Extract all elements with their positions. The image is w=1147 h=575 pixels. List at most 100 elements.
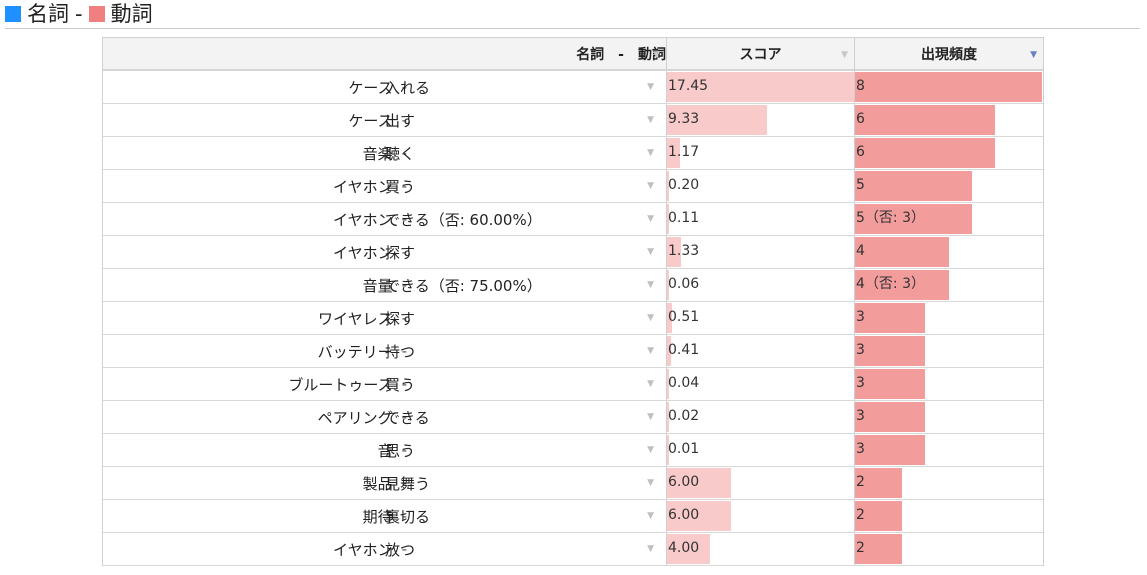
table-row[interactable]: ケース - 入れる ▼ 17.45 8	[103, 71, 1043, 104]
frequency-bar	[855, 204, 972, 234]
frequency-bar	[855, 105, 996, 135]
score-value: 6.00	[668, 474, 700, 490]
frequency-value: 5（否: 3）	[856, 210, 925, 226]
row-dropdown-icon[interactable]: ▼	[647, 280, 654, 290]
frequency-cell: 2	[855, 533, 1043, 565]
pair-phrase: 音楽 -	[363, 143, 666, 164]
pair-cell[interactable]: ケース - 入れる ▼	[103, 71, 667, 103]
table-row[interactable]: 音楽 - 聴く ▼ 1.17 6	[103, 137, 1043, 170]
row-dropdown-icon[interactable]: ▼	[647, 82, 654, 92]
column-header-pair[interactable]: 名詞 - 動詞 ▼	[103, 38, 667, 69]
pair-cell[interactable]: ブルートゥース - 買う ▼	[103, 368, 667, 400]
table-row[interactable]: ワイヤレス - 探す ▼ 0.51 3	[103, 302, 1043, 335]
pair-cell[interactable]: 音 - 思う ▼	[103, 434, 667, 466]
score-cell: 0.20	[667, 170, 855, 202]
score-cell: 0.02	[667, 401, 855, 433]
score-cell: 4.00	[667, 533, 855, 565]
table-row[interactable]: バッテリー - 持つ ▼ 0.41 3	[103, 335, 1043, 368]
table-row[interactable]: ペアリング - できる ▼ 0.02 3	[103, 401, 1043, 434]
pair-cell[interactable]: ケース - 出す ▼	[103, 104, 667, 136]
score-value: 17.45	[668, 78, 709, 94]
row-dropdown-icon[interactable]: ▼	[647, 115, 654, 125]
row-dropdown-icon[interactable]: ▼	[647, 313, 654, 323]
frequency-cell: 6	[855, 104, 1043, 136]
cooccurrence-table: 名詞 - 動詞 ▼ スコア ▼ 出現頻度 ▼ ケース - 入れる ▼ 17.45…	[102, 37, 1044, 566]
pair-cell[interactable]: 期待 - 裏切る ▼	[103, 500, 667, 532]
pair-cell[interactable]: ペアリング - できる ▼	[103, 401, 667, 433]
noun-text: 製品	[362, 474, 393, 493]
pair-separator: -	[401, 243, 407, 261]
pair-cell[interactable]: イヤホン - 買う ▼	[103, 170, 667, 202]
row-dropdown-icon[interactable]: ▼	[647, 544, 654, 554]
pair-phrase: イヤホン -	[333, 242, 666, 263]
row-dropdown-icon[interactable]: ▼	[647, 379, 654, 389]
pair-cell[interactable]: 音量 - できる（否: 75.00%） ▼	[103, 269, 667, 301]
pair-phrase: イヤホン -	[333, 539, 666, 560]
table-row[interactable]: イヤホン - 買う ▼ 0.20 5	[103, 170, 1043, 203]
noun-text: 音楽	[362, 144, 393, 163]
table-row[interactable]: イヤホン - できる（否: 60.00%） ▼ 0.11 5（否: 3）	[103, 203, 1043, 236]
verb-text: 探す	[385, 243, 416, 262]
noun-text: 音量	[362, 276, 393, 295]
noun-text: ブルートゥース	[288, 375, 393, 394]
pair-cell[interactable]: イヤホン - できる（否: 60.00%） ▼	[103, 203, 667, 235]
row-dropdown-icon[interactable]: ▼	[647, 445, 654, 455]
noun-text: バッテリー	[317, 342, 393, 361]
frequency-bar	[855, 72, 1042, 102]
table-row[interactable]: ブルートゥース - 買う ▼ 0.04 3	[103, 368, 1043, 401]
verb-text: 出す	[385, 111, 416, 130]
verb-text: できる（否: 75.00%）	[385, 276, 542, 295]
frequency-cell: 5	[855, 170, 1043, 202]
row-dropdown-icon[interactable]: ▼	[647, 181, 654, 191]
column-header-score-label: スコア	[739, 46, 782, 63]
pair-separator: -	[401, 78, 407, 96]
table-row[interactable]: 期待 - 裏切る ▼ 6.00 2	[103, 500, 1043, 533]
pair-separator: -	[401, 408, 407, 426]
frequency-bar	[855, 303, 926, 333]
frequency-bar	[855, 336, 926, 366]
table-row[interactable]: イヤホン - 放つ ▼ 4.00 2	[103, 533, 1043, 566]
table-body: ケース - 入れる ▼ 17.45 8 ケース - 出す ▼ 9.33	[103, 71, 1043, 566]
table-row[interactable]: ケース - 出す ▼ 9.33 6	[103, 104, 1043, 137]
pair-cell[interactable]: 製品 - 見舞う ▼	[103, 467, 667, 499]
pair-cell[interactable]: イヤホン - 探す ▼	[103, 236, 667, 268]
frequency-cell: 6	[855, 137, 1043, 169]
noun-legend-label: 名詞	[27, 2, 69, 26]
noun-color-swatch	[5, 6, 21, 22]
column-header-score[interactable]: スコア ▼	[667, 38, 855, 69]
pair-cell[interactable]: イヤホン - 放つ ▼	[103, 533, 667, 565]
sort-icon[interactable]: ▼	[841, 50, 848, 60]
column-header-frequency[interactable]: 出現頻度 ▼	[855, 38, 1043, 69]
score-bar	[667, 105, 767, 135]
row-dropdown-icon[interactable]: ▼	[647, 511, 654, 521]
frequency-value: 3	[856, 309, 865, 325]
verb-text: 買う	[385, 375, 416, 394]
pair-cell[interactable]: 音楽 - 聴く ▼	[103, 137, 667, 169]
frequency-value: 4（否: 3）	[856, 276, 925, 292]
table-row[interactable]: 音 - 思う ▼ 0.01 3	[103, 434, 1043, 467]
score-bar	[667, 402, 669, 432]
pair-separator: -	[401, 507, 407, 525]
score-cell: 0.51	[667, 302, 855, 334]
sort-icon[interactable]: ▼	[653, 50, 660, 60]
frequency-value: 6	[856, 144, 865, 160]
pair-separator: -	[401, 111, 407, 129]
noun-text: 音	[377, 441, 393, 460]
table-row[interactable]: イヤホン - 探す ▼ 1.33 4	[103, 236, 1043, 269]
row-dropdown-icon[interactable]: ▼	[647, 412, 654, 422]
frequency-value: 2	[856, 507, 865, 523]
verb-text: 放つ	[385, 540, 416, 559]
table-row[interactable]: 製品 - 見舞う ▼ 6.00 2	[103, 467, 1043, 500]
row-dropdown-icon[interactable]: ▼	[647, 478, 654, 488]
verb-text: 聴く	[385, 144, 416, 163]
pair-cell[interactable]: ワイヤレス - 探す ▼	[103, 302, 667, 334]
row-dropdown-icon[interactable]: ▼	[647, 247, 654, 257]
pair-separator: -	[401, 474, 407, 492]
row-dropdown-icon[interactable]: ▼	[647, 346, 654, 356]
frequency-bar	[855, 468, 902, 498]
sort-desc-icon[interactable]: ▼	[1030, 50, 1037, 60]
row-dropdown-icon[interactable]: ▼	[647, 148, 654, 158]
table-row[interactable]: 音量 - できる（否: 75.00%） ▼ 0.06 4（否: 3）	[103, 269, 1043, 302]
row-dropdown-icon[interactable]: ▼	[647, 214, 654, 224]
pair-cell[interactable]: バッテリー - 持つ ▼	[103, 335, 667, 367]
